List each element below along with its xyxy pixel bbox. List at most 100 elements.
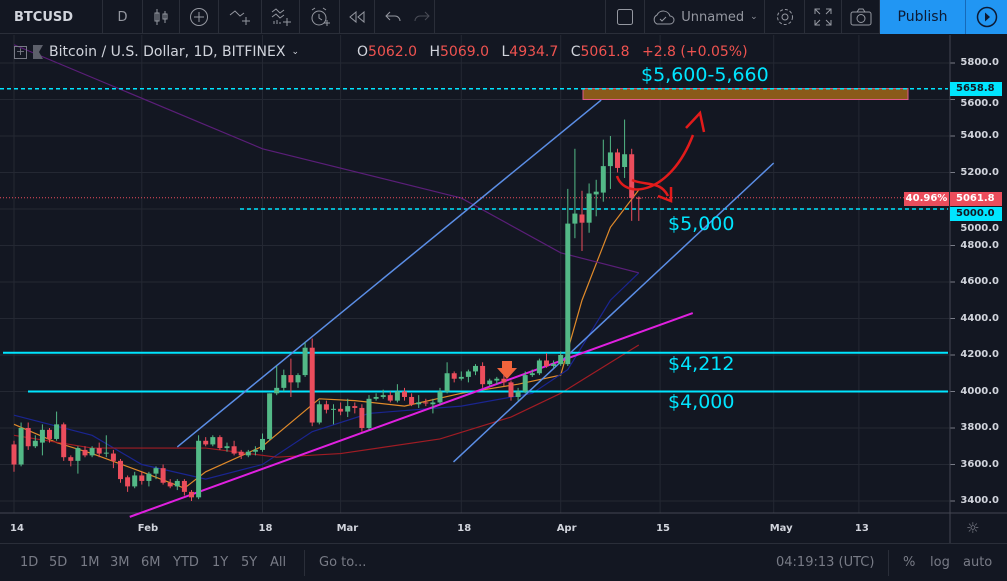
undo-icon[interactable]: [375, 0, 410, 34]
candle-body: [352, 406, 358, 408]
price-tick-label: 5800.0: [960, 57, 999, 68]
range-1y[interactable]: 1Y: [212, 555, 229, 570]
time-tick-label: 18: [457, 523, 472, 534]
bottom-toolbar: 1D 5D 1M 3M 6M YTD 1Y 5Y All Go to... 04…: [0, 543, 1007, 581]
candle-body: [68, 457, 74, 461]
price-tick-label: 5600.0: [960, 98, 999, 109]
play-icon[interactable]: [965, 0, 1007, 34]
candle-body: [132, 475, 138, 487]
range-all[interactable]: All: [270, 555, 287, 570]
candle-body: [615, 152, 620, 168]
candle-body: [394, 391, 400, 401]
flag-icon[interactable]: [33, 45, 43, 59]
indicators-icon[interactable]: [219, 0, 262, 34]
low-label: L: [501, 44, 510, 60]
candle-body: [437, 391, 443, 403]
candle-body: [366, 398, 372, 428]
log-toggle[interactable]: log: [930, 555, 950, 570]
range-ytd[interactable]: YTD: [173, 555, 199, 570]
candle-body: [572, 213, 578, 224]
candle-body: [622, 154, 628, 168]
publish-button[interactable]: Publish: [880, 0, 965, 34]
percent-change-tag: 40.96%: [904, 192, 949, 206]
price-tag-last: 5061.8: [950, 192, 1002, 206]
candle-body: [316, 404, 322, 423]
range-3m[interactable]: 3M: [110, 555, 130, 570]
templates-icon[interactable]: [262, 0, 300, 34]
interval-button[interactable]: D: [103, 0, 143, 34]
candle-body: [125, 477, 131, 487]
price-tick-label: 3800.0: [960, 422, 999, 433]
candle-body: [118, 460, 123, 480]
candle-body: [444, 373, 450, 392]
fullscreen-icon[interactable]: [805, 0, 842, 34]
cloud-icon: [654, 10, 675, 25]
candle-body: [380, 395, 386, 397]
candle-body: [267, 393, 273, 439]
chevron-down-icon[interactable]: ⌄: [291, 47, 299, 57]
channel-lower-line: [452, 162, 775, 463]
price-tick-label: 4000.0: [960, 385, 999, 397]
close-value: 5061.8: [580, 44, 630, 60]
candle-body: [451, 373, 457, 379]
candle-body: [203, 440, 209, 445]
candle-body: [323, 404, 329, 410]
candle-body: [487, 380, 493, 385]
candle-body: [25, 428, 31, 447]
axis-settings-icon[interactable]: ☼: [966, 519, 980, 537]
candle-body: [174, 480, 180, 487]
candle-body: [281, 375, 287, 388]
level-4212-label: $4,212: [668, 353, 735, 375]
candle-body: [18, 428, 24, 465]
candle-body: [600, 166, 606, 193]
candle-body: [636, 197, 642, 199]
alert-icon[interactable]: [300, 0, 340, 34]
level-4000-label: $4,000: [668, 391, 735, 413]
layout-name-dropdown[interactable]: Unnamed ⌄: [645, 0, 765, 34]
replay-icon[interactable]: [340, 0, 375, 34]
arrow-head-down: [657, 187, 673, 203]
candle-body: [416, 402, 422, 405]
candle-body: [551, 364, 557, 366]
auto-toggle[interactable]: auto: [963, 555, 993, 570]
range-5y[interactable]: 5Y: [241, 555, 258, 570]
range-1m[interactable]: 1M: [80, 555, 100, 570]
time-tick-label: 18: [258, 523, 273, 534]
candle-body: [295, 375, 301, 383]
camera-icon[interactable]: [842, 0, 880, 34]
candle-body: [54, 424, 60, 439]
time-tick-label: 14: [10, 523, 24, 534]
ohlc-values: O5062.0 H5069.0 L4934.7 C5061.8 +2.8 (+0…: [357, 44, 756, 60]
range-6m[interactable]: 6M: [141, 555, 161, 570]
moving-average-line: [13, 272, 640, 480]
level-5000-label: $5,000: [668, 213, 735, 235]
range-5d[interactable]: 5D: [49, 555, 68, 570]
layout-square-icon[interactable]: [605, 0, 645, 34]
channel-upper-line: [176, 99, 602, 448]
price-tick-label: 5400.0: [960, 130, 999, 141]
candle-body: [522, 375, 528, 392]
candle-body: [160, 468, 166, 483]
candles-icon[interactable]: [143, 0, 180, 34]
open-value: 5062.0: [368, 44, 418, 60]
goto-button[interactable]: Go to...: [319, 555, 367, 570]
percent-toggle[interactable]: %: [903, 555, 916, 570]
moving-average-line: [13, 189, 640, 489]
candle-body: [402, 391, 407, 397]
candle-body: [423, 402, 429, 404]
gear-icon[interactable]: [765, 0, 805, 34]
candle-body: [607, 152, 613, 167]
redo-icon[interactable]: [410, 0, 435, 34]
candle-body: [345, 406, 351, 412]
time-tick-label: 15: [656, 523, 671, 534]
candle-body: [181, 480, 187, 492]
symbol-title[interactable]: Bitcoin / U.S. Dollar, 1D, BITFINEX: [49, 44, 286, 60]
candle-body: [110, 453, 116, 461]
chart-legend: + Bitcoin / U.S. Dollar, 1D, BITFINEX ⌄: [14, 44, 299, 60]
compare-plus-icon[interactable]: [180, 0, 219, 34]
expand-icon[interactable]: +: [14, 44, 27, 59]
symbol-search[interactable]: BTCUSD: [0, 0, 103, 34]
candle-body: [153, 468, 159, 474]
range-1d[interactable]: 1D: [20, 555, 39, 570]
